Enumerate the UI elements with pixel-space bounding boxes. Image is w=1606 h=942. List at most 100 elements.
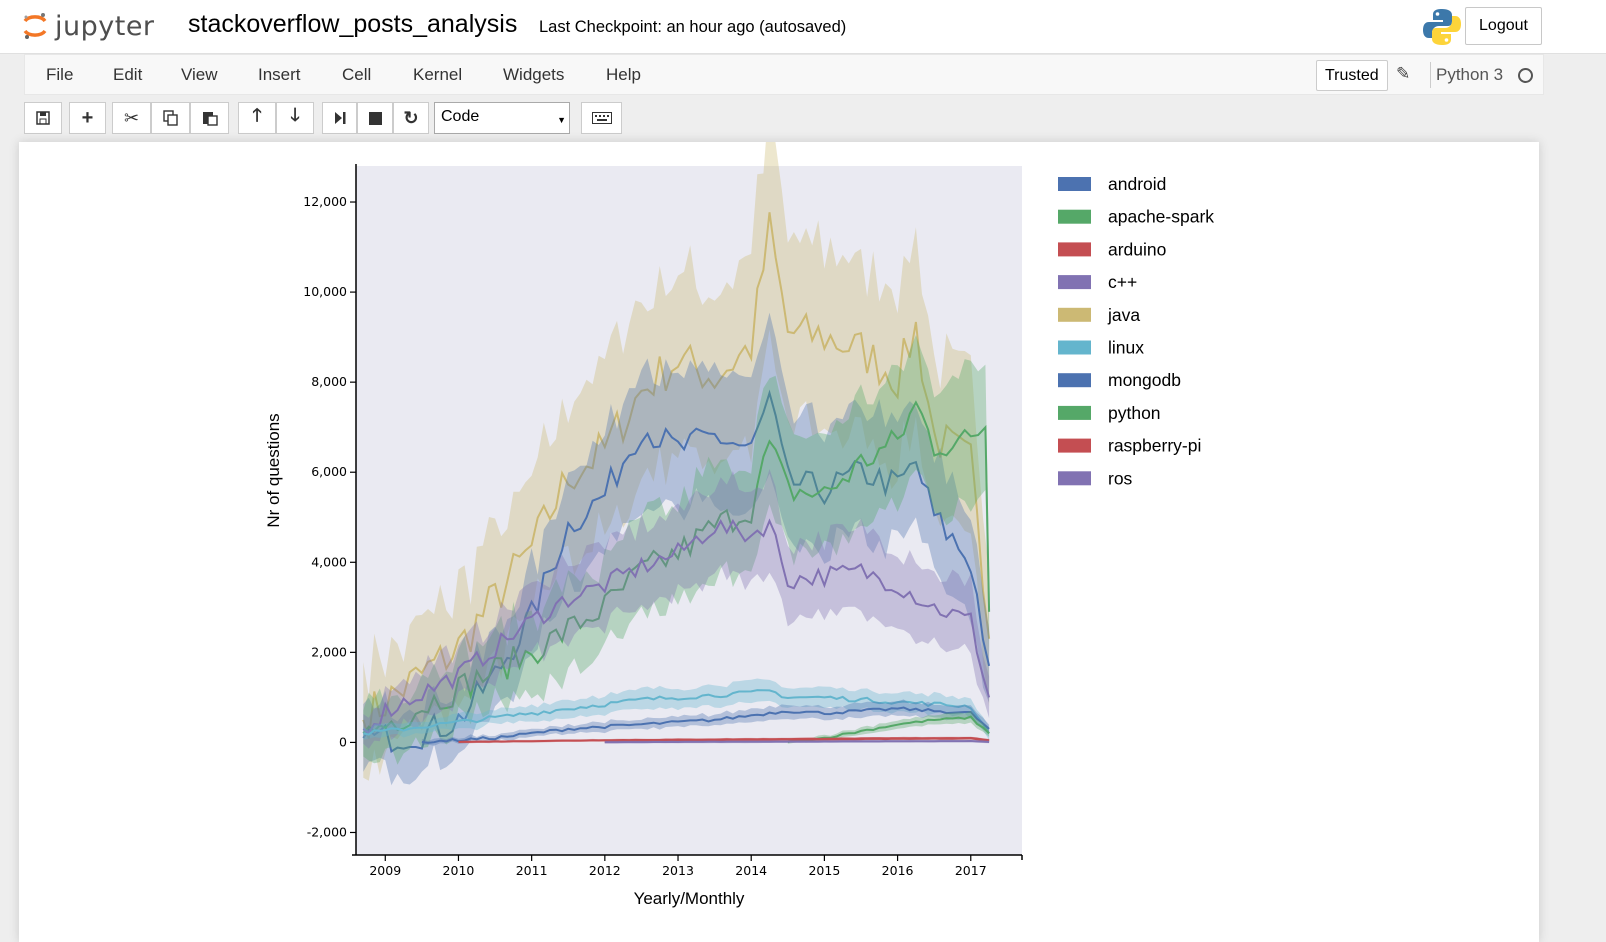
python-logo-icon <box>1423 9 1461 45</box>
kernel-status-icon <box>1518 68 1533 83</box>
paste-button[interactable] <box>190 102 229 134</box>
logo-text: jupyter <box>55 10 155 42</box>
y-tick-label: 4,000 <box>311 554 347 569</box>
menu-kernel[interactable]: Kernel <box>413 65 463 84</box>
cell-type-select[interactable]: Code ▼ <box>434 102 570 134</box>
notebook-name[interactable]: stackoverflow_posts_analysis <box>188 10 518 38</box>
band-c++ <box>363 469 990 749</box>
edit-pencil-icon[interactable]: ✎ <box>1396 64 1411 83</box>
menu-insert[interactable]: Insert <box>258 65 301 84</box>
legend-label-mongodb: mongodb <box>1108 370 1181 390</box>
cut-icon: ✂ <box>123 107 140 128</box>
restart-icon: ↻ <box>403 107 419 128</box>
jupyter-ring-icon <box>23 13 47 39</box>
series-line-android <box>362 389 991 753</box>
trusted-indicator[interactable]: Trusted <box>1316 60 1388 91</box>
x-tick-label: 2016 <box>882 863 914 878</box>
y-tick-label: -2,000 <box>307 824 347 839</box>
x-tick-label: 2010 <box>443 863 475 878</box>
x-tick-label: 2012 <box>589 863 621 878</box>
series-line-c++ <box>362 518 991 735</box>
x-tick-label: 2009 <box>369 863 401 878</box>
series-line-ros <box>604 739 990 744</box>
legend-swatch-raspberry-pi <box>1058 438 1091 453</box>
menu-help[interactable]: Help <box>606 65 641 84</box>
interrupt-button[interactable] <box>357 102 393 134</box>
legend-swatch-android <box>1058 177 1091 191</box>
series-line-mongodb <box>421 706 990 744</box>
legend-label-arduino: arduino <box>1108 239 1166 259</box>
kernel-divider <box>1430 62 1431 88</box>
legend-swatch-java <box>1058 307 1091 322</box>
x-tick-label: 2011 <box>516 863 548 878</box>
band-python <box>363 335 990 765</box>
save-button[interactable] <box>24 102 62 134</box>
x-tick-label: 2017 <box>955 863 987 878</box>
legend-label-linux: linux <box>1108 338 1144 358</box>
menu-widgets[interactable]: Widgets <box>503 65 565 84</box>
logout-button[interactable]: Logout <box>1465 7 1542 45</box>
header: jupyter stackoverflow_posts_analysis Las… <box>0 0 1606 54</box>
x-tick-label: 2014 <box>735 863 767 878</box>
menu-file[interactable]: File <box>46 65 74 84</box>
dropdown-arrow-icon: ▼ <box>557 115 566 125</box>
y-tick-label: 6,000 <box>311 464 347 479</box>
series-line-linux <box>363 689 990 736</box>
restart-button[interactable]: ↻ <box>393 102 429 134</box>
legend-swatch-c++ <box>1058 275 1091 290</box>
y-tick-label: 10,000 <box>303 284 347 299</box>
menu-edit[interactable]: Edit <box>113 65 143 84</box>
arrow-down-icon: 🡓 <box>290 105 300 125</box>
menubar: File Edit View Insert Cell Kernel Widget… <box>24 54 1544 95</box>
move-down-button[interactable]: 🡓 <box>276 102 314 134</box>
menu-view[interactable]: View <box>181 65 218 84</box>
legend-swatch-python <box>1058 405 1091 420</box>
series-line-python <box>362 400 991 735</box>
legend-swatch-ros <box>1058 471 1091 486</box>
cut-button[interactable]: ✂ <box>112 102 151 134</box>
band-java <box>363 142 990 781</box>
legend-label-ros: ros <box>1108 468 1133 488</box>
jupyter-logo[interactable]: jupyter <box>21 6 155 46</box>
arrow-up-icon: 🡑 <box>252 105 262 125</box>
plus-icon: + <box>81 106 94 129</box>
legend-label-java: java <box>1107 305 1140 325</box>
cell-type-value: Code <box>441 108 480 125</box>
y-axis-label: Nr of questions <box>264 413 283 527</box>
y-tick-label: 8,000 <box>311 374 347 389</box>
copy-button[interactable] <box>151 102 190 134</box>
stop-icon <box>368 111 382 125</box>
x-axis-label: Yearly/Monthly <box>634 889 745 908</box>
legend-label-apache-spark: apache-spark <box>1108 207 1214 227</box>
run-button[interactable] <box>322 102 357 134</box>
move-up-button[interactable]: 🡑 <box>238 102 276 134</box>
menu-cell[interactable]: Cell <box>342 65 372 84</box>
toolbar: + ✂ 🡑 🡓 ↻ Code ▼ <box>0 96 1606 142</box>
legend-label-c++: c++ <box>1108 272 1137 292</box>
legend-label-android: android <box>1108 174 1166 194</box>
copy-icon <box>162 110 178 126</box>
legend-swatch-linux <box>1058 340 1091 355</box>
legend-label-raspberry-pi: raspberry-pi <box>1108 436 1201 456</box>
legend-swatch-mongodb <box>1058 373 1091 388</box>
y-tick-label: 12,000 <box>303 194 347 209</box>
save-icon <box>36 111 50 125</box>
x-tick-label: 2015 <box>808 863 840 878</box>
chart: -2,000 0 2,000 4,000 6,000 8,000 10,000 12,000 2… <box>264 142 1214 908</box>
keyboard-icon <box>591 112 612 124</box>
band-linux <box>363 678 990 740</box>
y-tick-label: 0 <box>339 734 347 749</box>
run-icon <box>334 112 345 124</box>
insert-cell-button[interactable]: + <box>69 102 106 134</box>
kernel-name: Python 3 <box>1436 65 1504 84</box>
notebook-container: -2,000 0 2,000 4,000 6,000 8,000 10,000 12,000 2… <box>19 142 1539 942</box>
series-line-java <box>362 212 991 739</box>
checkpoint-status: Last Checkpoint: an hour ago (autosaved) <box>539 18 847 36</box>
y-tick-label: 2,000 <box>311 644 347 659</box>
x-tick-label: 2013 <box>662 863 694 878</box>
legend-swatch-apache-spark <box>1058 209 1091 224</box>
series-line-arduino <box>458 737 990 743</box>
legend-label-python: python <box>1108 403 1161 423</box>
paste-icon <box>202 112 218 126</box>
command-palette-button[interactable] <box>581 102 622 134</box>
